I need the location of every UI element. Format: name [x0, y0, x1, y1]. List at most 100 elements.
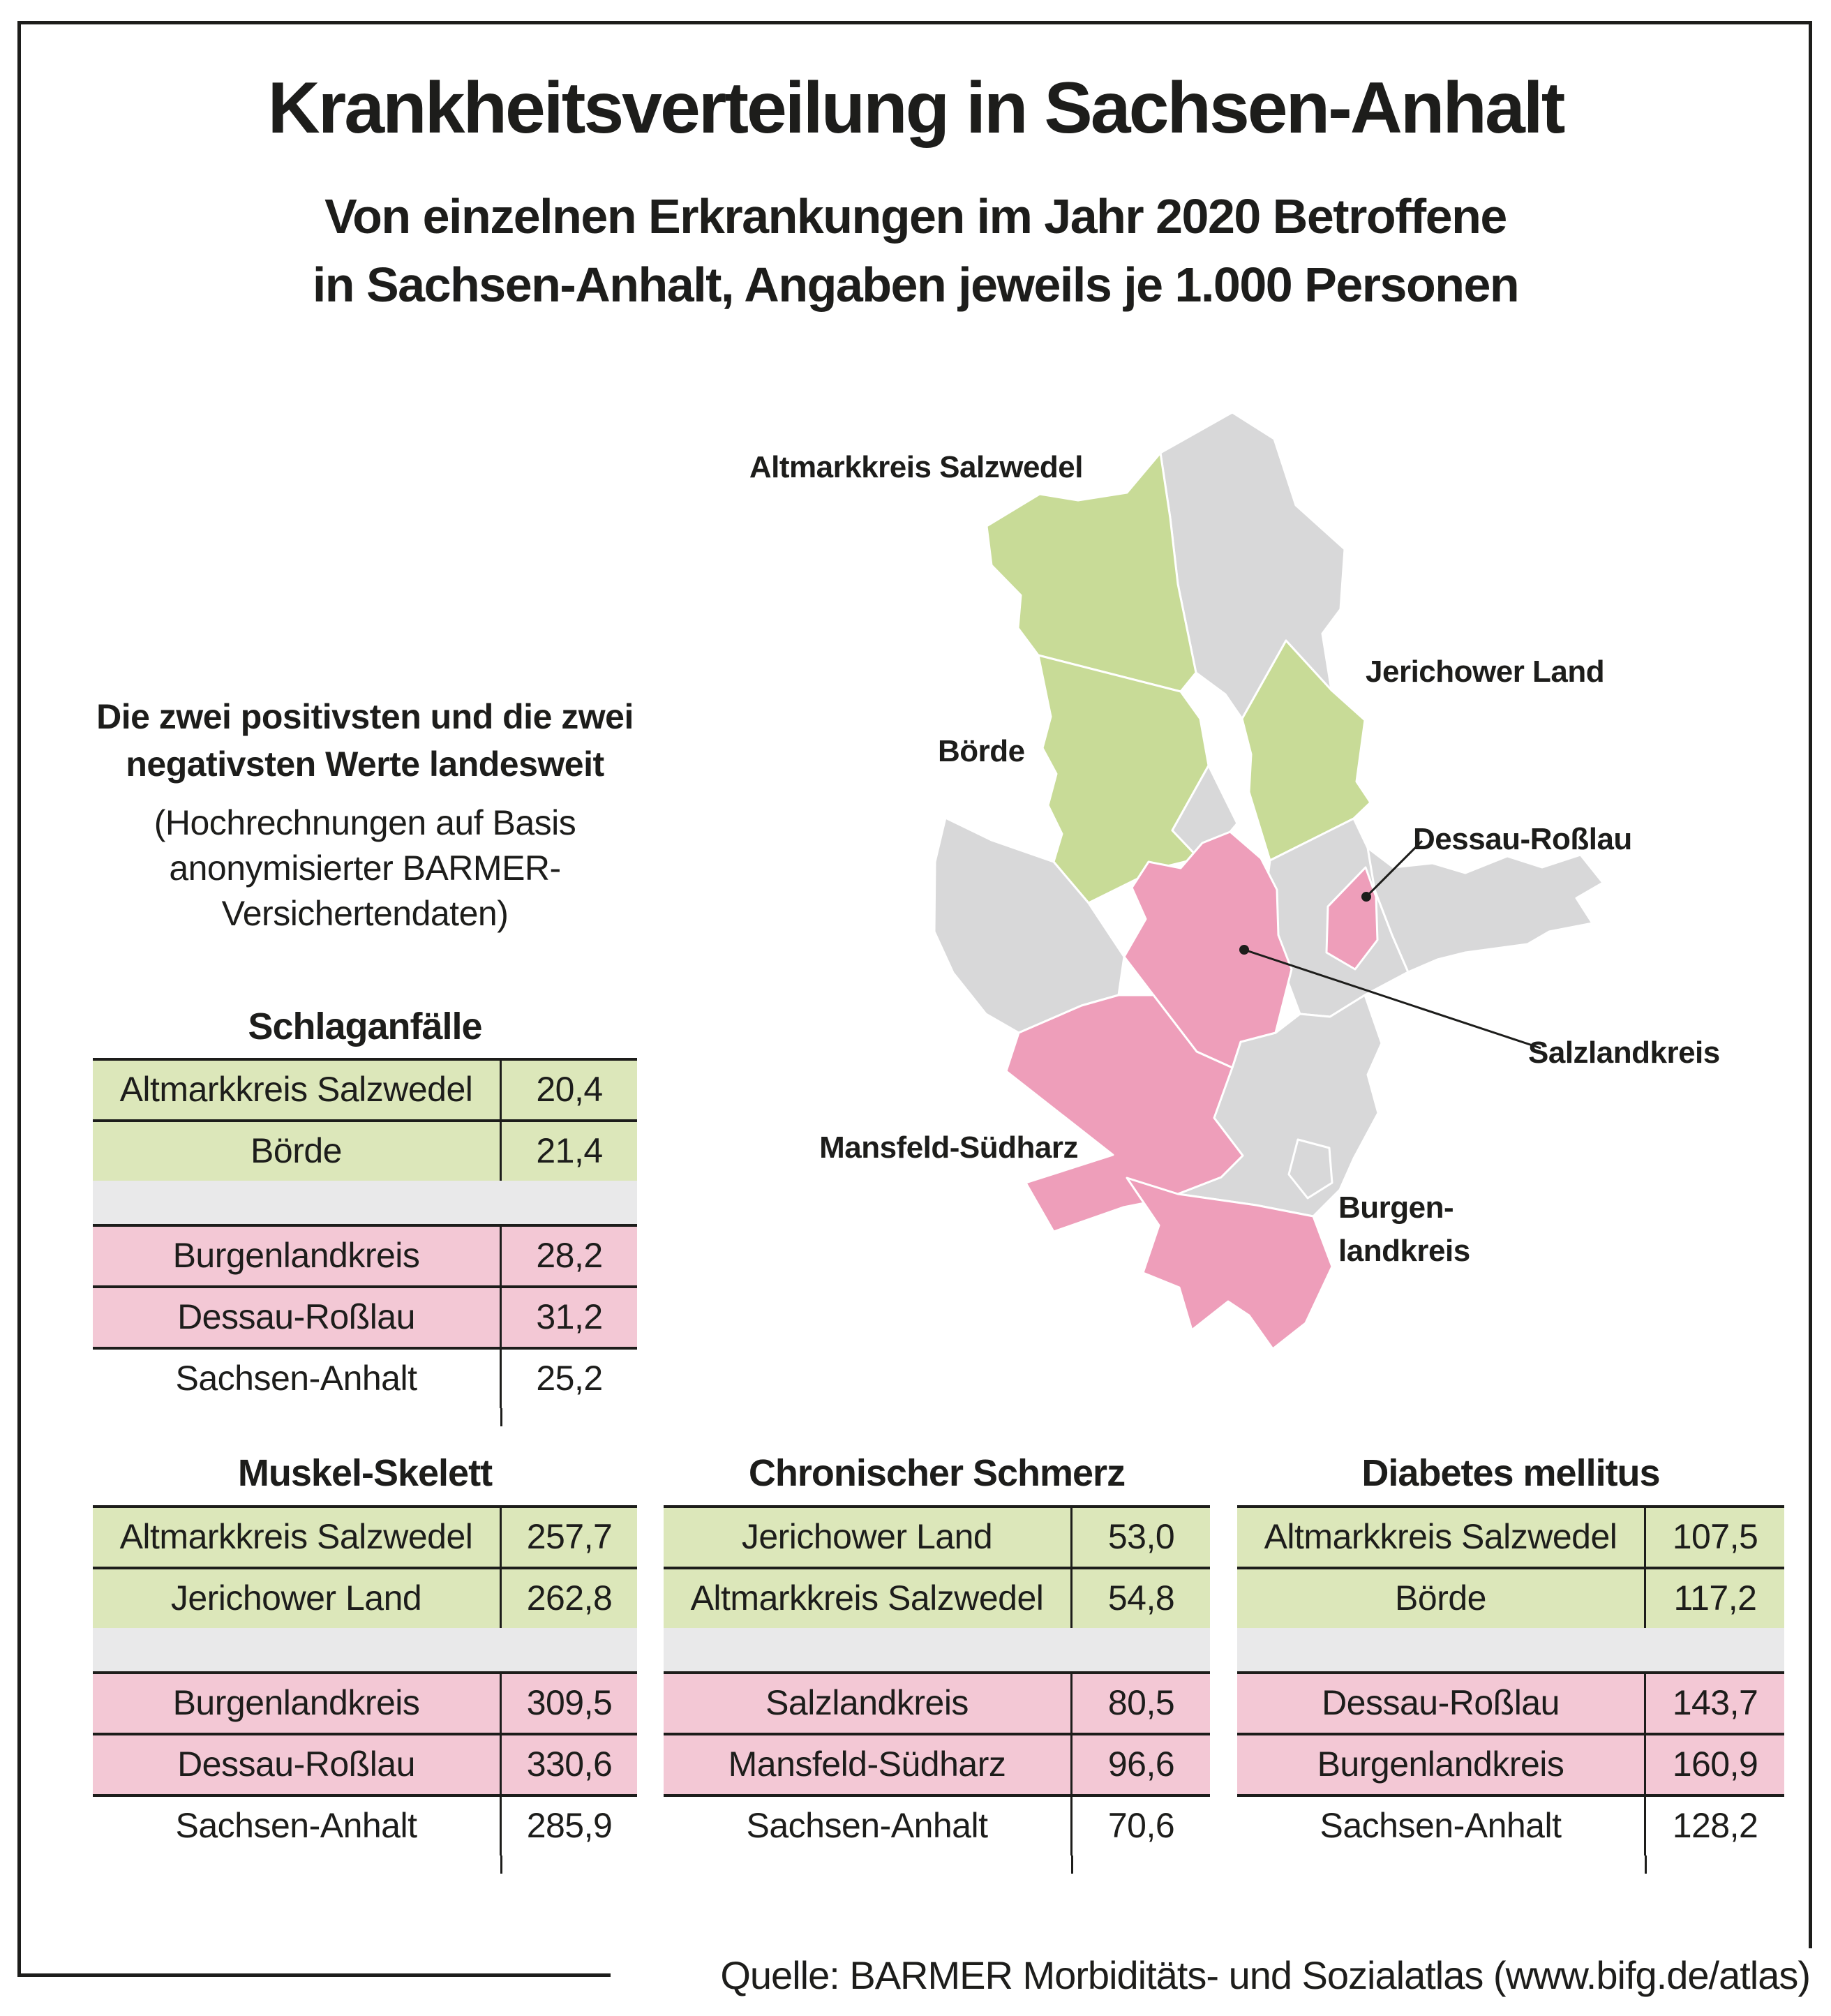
source-line: Quelle: BARMER Morbiditäts- und Sozialat… [717, 1952, 1813, 1998]
table-row: Altmarkkreis Salzwedel 107,5 [1237, 1505, 1784, 1567]
value-cell: 54,8 [1107, 1578, 1175, 1618]
frame-top-border [17, 21, 1812, 24]
region-name-cell: Dessau-Roßlau [1237, 1674, 1646, 1733]
region-name-cell: Sachsen-Anhalt [93, 1350, 502, 1408]
spacer-row [93, 1628, 637, 1671]
table-row: Altmarkkreis Salzwedel 20,4 [93, 1058, 637, 1119]
spacer-row [93, 1181, 637, 1224]
table-diabetes-mellitus: Altmarkkreis Salzwedel 107,5 Börde 117,2 D… [1237, 1505, 1784, 1874]
map-label-altmarkkreis-salzwedel: Altmarkkreis Salzwedel [749, 450, 1084, 484]
value-cell: 257,7 [526, 1517, 613, 1556]
map-region-burgenlandkreis [1126, 1177, 1333, 1350]
region-name-cell: Dessau-Roßlau [93, 1288, 502, 1347]
note-sub-line-2: anonymisierter BARMER- [169, 849, 561, 888]
region-name-cell: Burgenlandkreis [93, 1227, 502, 1285]
value-cell: 128,2 [1672, 1806, 1758, 1845]
map-label-mansfeld-suedharz: Mansfeld-Südharz [819, 1130, 1078, 1165]
table-row: Dessau-Roßlau 143,7 [1237, 1671, 1784, 1733]
region-name-cell: Sachsen-Anhalt [93, 1797, 502, 1856]
frame-left-border [17, 21, 21, 1977]
region-name-cell: Sachsen-Anhalt [1237, 1797, 1646, 1856]
table-schlaganfaelle: Altmarkkreis Salzwedel 20,4 Börde 21,4 Bur… [93, 1058, 637, 1426]
value-cell: 309,5 [526, 1683, 613, 1722]
region-name-cell: Börde [93, 1122, 502, 1181]
table-row: Altmarkkreis Salzwedel 257,7 [93, 1505, 637, 1567]
region-name-cell: Burgenlandkreis [1237, 1735, 1646, 1794]
table-row-state-total: Sachsen-Anhalt 25,2 [93, 1347, 637, 1426]
table-chronischer-schmerz: Jerichower Land 53,0 Altmarkkreis Salzwed… [664, 1505, 1210, 1874]
note-bold-line-2: negativsten Werte landesweit [126, 745, 604, 784]
value-cell: 117,2 [1673, 1578, 1757, 1618]
region-name-cell: Börde [1237, 1569, 1646, 1628]
region-name-cell: Sachsen-Anhalt [664, 1797, 1073, 1856]
region-name-cell: Altmarkkreis Salzwedel [93, 1061, 502, 1119]
note-sub-line-3: Versichertendaten) [221, 894, 509, 933]
note-bold-line-1: Die zwei positivsten und die zwei [96, 697, 634, 736]
region-name-cell: Altmarkkreis Salzwedel [664, 1569, 1073, 1628]
value-cell: 160,9 [1672, 1745, 1758, 1784]
region-name-cell: Salzlandkreis [664, 1674, 1073, 1733]
table-row: Mansfeld-Südharz 96,6 [664, 1733, 1210, 1794]
map-label-burgenlandkreis-line-2: landkreis [1338, 1234, 1470, 1268]
spacer-row [664, 1628, 1210, 1671]
map-label-burgenlandkreis-line-1: Burgen- [1338, 1190, 1454, 1225]
table-row: Altmarkkreis Salzwedel 54,8 [664, 1567, 1210, 1628]
callout-line-dessau [1366, 839, 1423, 897]
map-region-jerichower-land [1241, 639, 1372, 862]
table-row-state-total: Sachsen-Anhalt 285,9 [93, 1794, 637, 1874]
note-sub-line-1: (Hochrechnungen auf Basis [154, 803, 576, 842]
value-cell: 70,6 [1107, 1806, 1175, 1845]
subtitle-line-1: Von einzelnen Erkrankungen im Jahr 2020 … [324, 189, 1507, 244]
table-row: Jerichower Land 53,0 [664, 1505, 1210, 1567]
table-title: Chronischer Schmerz [748, 1452, 1126, 1494]
value-cell: 25,2 [536, 1359, 603, 1398]
value-cell: 28,2 [536, 1236, 603, 1275]
sachsen-anhalt-map [933, 411, 1604, 1350]
map-label-jerichower-land: Jerichower Land [1366, 655, 1605, 689]
value-cell: 21,4 [536, 1131, 603, 1170]
map-region-halle [1287, 1138, 1333, 1200]
table-row: Börde 21,4 [93, 1119, 637, 1181]
subtitle-line-2: in Sachsen-Anhalt, Angaben jeweils je 1.… [312, 257, 1520, 312]
table-row: Burgenlandkreis 28,2 [93, 1224, 637, 1285]
value-cell: 80,5 [1107, 1683, 1175, 1722]
frame-bottom-border [17, 1973, 611, 1977]
table-row: Jerichower Land 262,8 [93, 1567, 637, 1628]
region-name-cell: Burgenlandkreis [93, 1674, 502, 1733]
map-region-altmarkkreis-salzwedel [985, 451, 1197, 693]
region-name-cell: Altmarkkreis Salzwedel [93, 1508, 502, 1567]
value-cell: 285,9 [526, 1806, 613, 1845]
value-cell: 31,2 [536, 1297, 603, 1336]
table-title: Diabetes mellitus [1361, 1452, 1660, 1494]
page-title: Krankheitsverteilung in Sachsen-Anhalt [267, 68, 1566, 149]
table-row: Burgenlandkreis 309,5 [93, 1671, 637, 1733]
map-region-wittenberg [1366, 846, 1604, 973]
table-row: Börde 117,2 [1237, 1567, 1784, 1628]
value-cell: 262,8 [526, 1578, 613, 1618]
map-label-burgenlandkreis: Burgen- landkreis [1338, 1186, 1470, 1273]
table-row: Dessau-Roßlau 31,2 [93, 1285, 637, 1347]
region-name-cell: Altmarkkreis Salzwedel [1237, 1508, 1646, 1567]
map-region-mansfeld-suedharz [1005, 994, 1244, 1233]
table-title: Muskel-Skelett [237, 1452, 493, 1494]
map-label-salzlandkreis: Salzlandkreis [1528, 1036, 1720, 1070]
table-muskel-skelett: Altmarkkreis Salzwedel 257,7 Jerichower L… [93, 1505, 637, 1874]
value-cell: 20,4 [536, 1070, 603, 1109]
table-title: Schlaganfälle [248, 1006, 482, 1047]
table-row: Salzlandkreis 80,5 [664, 1671, 1210, 1733]
value-cell: 53,0 [1107, 1517, 1175, 1556]
table-row-state-total: Sachsen-Anhalt 70,6 [664, 1794, 1210, 1874]
value-cell: 96,6 [1107, 1745, 1175, 1784]
region-name-cell: Mansfeld-Südharz [664, 1735, 1073, 1794]
table-row: Burgenlandkreis 160,9 [1237, 1733, 1784, 1794]
region-name-cell: Jerichower Land [93, 1569, 502, 1628]
map-label-dessau-rosslau: Dessau-Roßlau [1413, 822, 1632, 856]
table-row-state-total: Sachsen-Anhalt 128,2 [1237, 1794, 1784, 1874]
callout-dot-salzlandkreis [1239, 945, 1249, 955]
value-cell: 107,5 [1672, 1517, 1758, 1556]
callout-dot-dessau [1361, 892, 1371, 902]
callout-line-salzlandkreis [1243, 948, 1541, 1050]
value-cell: 143,7 [1672, 1683, 1758, 1722]
spacer-row [1237, 1628, 1784, 1671]
